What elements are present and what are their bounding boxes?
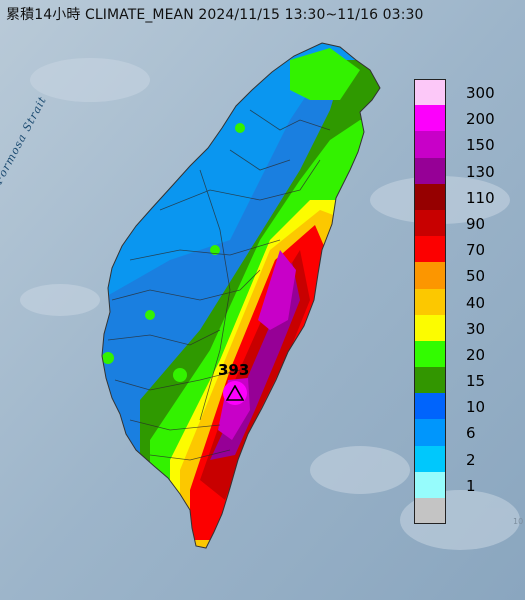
legend-row: 15 — [414, 367, 504, 394]
legend-swatch — [414, 314, 446, 341]
legend-swatch — [414, 498, 446, 525]
legend-row: 110 — [414, 183, 504, 210]
legend-label: 300 — [466, 84, 495, 102]
legend-swatch — [414, 131, 446, 158]
legend-row: 150 — [414, 131, 504, 158]
legend-row: 70 — [414, 236, 504, 263]
legend-swatch — [414, 419, 446, 446]
legend-swatch — [414, 79, 446, 106]
legend-label: 6 — [466, 424, 476, 443]
legend-row: 6 — [414, 419, 504, 446]
legend-swatch — [414, 262, 446, 289]
legend-label: 10 — [466, 398, 486, 417]
legend-label: 110 — [466, 188, 495, 207]
legend-row: 300 — [414, 79, 504, 106]
legend-label: 1 — [466, 476, 476, 495]
legend-label: 70 — [466, 241, 486, 260]
legend-swatch — [414, 445, 446, 472]
legend-swatch — [414, 157, 446, 184]
map-title: 累積14小時 CLIMATE_MEAN 2024/11/15 13:30~11/… — [6, 7, 424, 23]
peak-value-label: 393 — [218, 361, 250, 379]
legend-row: 50 — [414, 262, 504, 289]
legend-swatch — [414, 183, 446, 210]
legend-swatch — [414, 288, 446, 315]
legend-row: 130 — [414, 157, 504, 184]
legend-row: 2 — [414, 445, 504, 472]
edge-label: 10 — [513, 517, 524, 526]
legend-row: 20 — [414, 340, 504, 368]
legend-row: 40 — [414, 288, 504, 315]
peak-triangle-icon — [226, 385, 244, 401]
legend-swatch — [414, 471, 446, 498]
legend-row: 1 — [414, 471, 504, 498]
color-legend: 300 200 150 130 110 90 70 50 40 30 20 15 10 6 2 1 — [414, 79, 504, 525]
legend-row: 200 — [414, 105, 504, 132]
legend-label: 50 — [466, 267, 486, 286]
legend-label: 20 — [466, 345, 486, 364]
legend-label: 15 — [466, 372, 486, 391]
legend-label: 90 — [466, 214, 486, 233]
legend-row — [414, 498, 504, 525]
legend-swatch — [414, 209, 446, 237]
legend-swatch — [414, 340, 446, 368]
legend-label: 2 — [466, 450, 476, 469]
legend-swatch — [414, 236, 446, 263]
legend-row: 30 — [414, 314, 504, 341]
legend-label: 40 — [466, 293, 486, 312]
legend-row: 90 — [414, 209, 504, 237]
legend-swatch — [414, 367, 446, 394]
legend-label: 200 — [466, 110, 495, 129]
legend-row: 10 — [414, 393, 504, 420]
legend-swatch — [414, 393, 446, 420]
legend-label: 150 — [466, 136, 495, 155]
legend-label: 130 — [466, 162, 495, 181]
legend-label: 30 — [466, 319, 486, 338]
legend-swatch — [414, 105, 446, 132]
